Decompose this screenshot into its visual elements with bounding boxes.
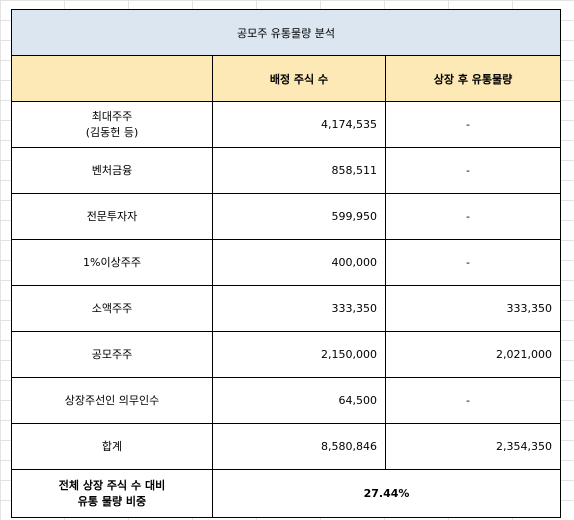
allocated-cell[interactable]: 400,000 xyxy=(212,239,386,286)
post-listing-cell[interactable]: - xyxy=(385,377,561,424)
allocated-cell[interactable]: 599,950 xyxy=(212,193,386,240)
post-listing-total-cell[interactable]: 2,354,350 xyxy=(385,423,561,470)
row-label: 1%이상주주 xyxy=(83,255,141,269)
summary-label: 전체 상장 주식 수 대비 xyxy=(58,478,166,492)
row-label-cell[interactable]: 공모주주 xyxy=(11,331,213,378)
summary-label-sub: 유통 물량 비중 xyxy=(77,494,147,508)
table-row: 전문투자자 599,950 - xyxy=(11,193,561,240)
row-label-sub: (김동헌 등) xyxy=(85,125,139,139)
post-listing-cell[interactable]: - xyxy=(385,101,561,148)
row-label: 공모주주 xyxy=(91,347,133,361)
summary-label-cell[interactable]: 전체 상장 주식 수 대비 유통 물량 비중 xyxy=(11,469,213,518)
row-label-cell[interactable]: 1%이상주주 xyxy=(11,239,213,286)
row-label-cell[interactable]: 상장주선인 의무인수 xyxy=(11,377,213,424)
table-row: 소액주주 333,350 333,350 xyxy=(11,285,561,332)
allocated-cell[interactable]: 4,174,535 xyxy=(212,101,386,148)
row-label-cell[interactable]: 최대주주 (김동헌 등) xyxy=(11,101,213,148)
ipo-float-table: 공모주 유통물량 분석 배정 주식 수 상장 후 유통물량 최대주주 (김동헌 … xyxy=(11,9,561,518)
row-label-cell[interactable]: 벤처금융 xyxy=(11,147,213,194)
float-ratio-value[interactable]: 27.44% xyxy=(212,469,561,518)
row-label-cell[interactable]: 소액주주 xyxy=(11,285,213,332)
table-row: 벤처금융 858,511 - xyxy=(11,147,561,194)
post-listing-cell[interactable]: - xyxy=(385,147,561,194)
table-title[interactable]: 공모주 유통물량 분석 xyxy=(11,9,561,56)
header-post-listing[interactable]: 상장 후 유통물량 xyxy=(385,55,561,102)
post-listing-cell[interactable]: 333,350 xyxy=(385,285,561,332)
allocated-cell[interactable]: 64,500 xyxy=(212,377,386,424)
allocated-cell[interactable]: 2,150,000 xyxy=(212,331,386,378)
header-row: 배정 주식 수 상장 후 유통물량 xyxy=(11,55,561,102)
title-row: 공모주 유통물량 분석 xyxy=(11,9,561,56)
table-row: 상장주선인 의무인수 64,500 - xyxy=(11,377,561,424)
summary-row: 전체 상장 주식 수 대비 유통 물량 비중 27.44% xyxy=(11,469,561,518)
row-label-cell[interactable]: 합계 xyxy=(11,423,213,470)
row-label: 벤처금융 xyxy=(91,163,133,177)
table-row: 1%이상주주 400,000 - xyxy=(11,239,561,286)
total-row: 합계 8,580,846 2,354,350 xyxy=(11,423,561,470)
row-label: 소액주주 xyxy=(91,301,133,315)
post-listing-cell[interactable]: 2,021,000 xyxy=(385,331,561,378)
row-label: 전문투자자 xyxy=(86,209,138,223)
header-blank-cell[interactable] xyxy=(11,55,213,102)
row-label: 합계 xyxy=(101,439,123,453)
header-allocated[interactable]: 배정 주식 수 xyxy=(212,55,386,102)
row-label: 최대주주 xyxy=(91,109,133,123)
row-label: 상장주선인 의무인수 xyxy=(64,393,160,407)
table-row: 최대주주 (김동헌 등) 4,174,535 - xyxy=(11,101,561,148)
allocated-total-cell[interactable]: 8,580,846 xyxy=(212,423,386,470)
allocated-cell[interactable]: 333,350 xyxy=(212,285,386,332)
post-listing-cell[interactable]: - xyxy=(385,239,561,286)
post-listing-cell[interactable]: - xyxy=(385,193,561,240)
table-row: 공모주주 2,150,000 2,021,000 xyxy=(11,331,561,378)
row-label-cell[interactable]: 전문투자자 xyxy=(11,193,213,240)
allocated-cell[interactable]: 858,511 xyxy=(212,147,386,194)
